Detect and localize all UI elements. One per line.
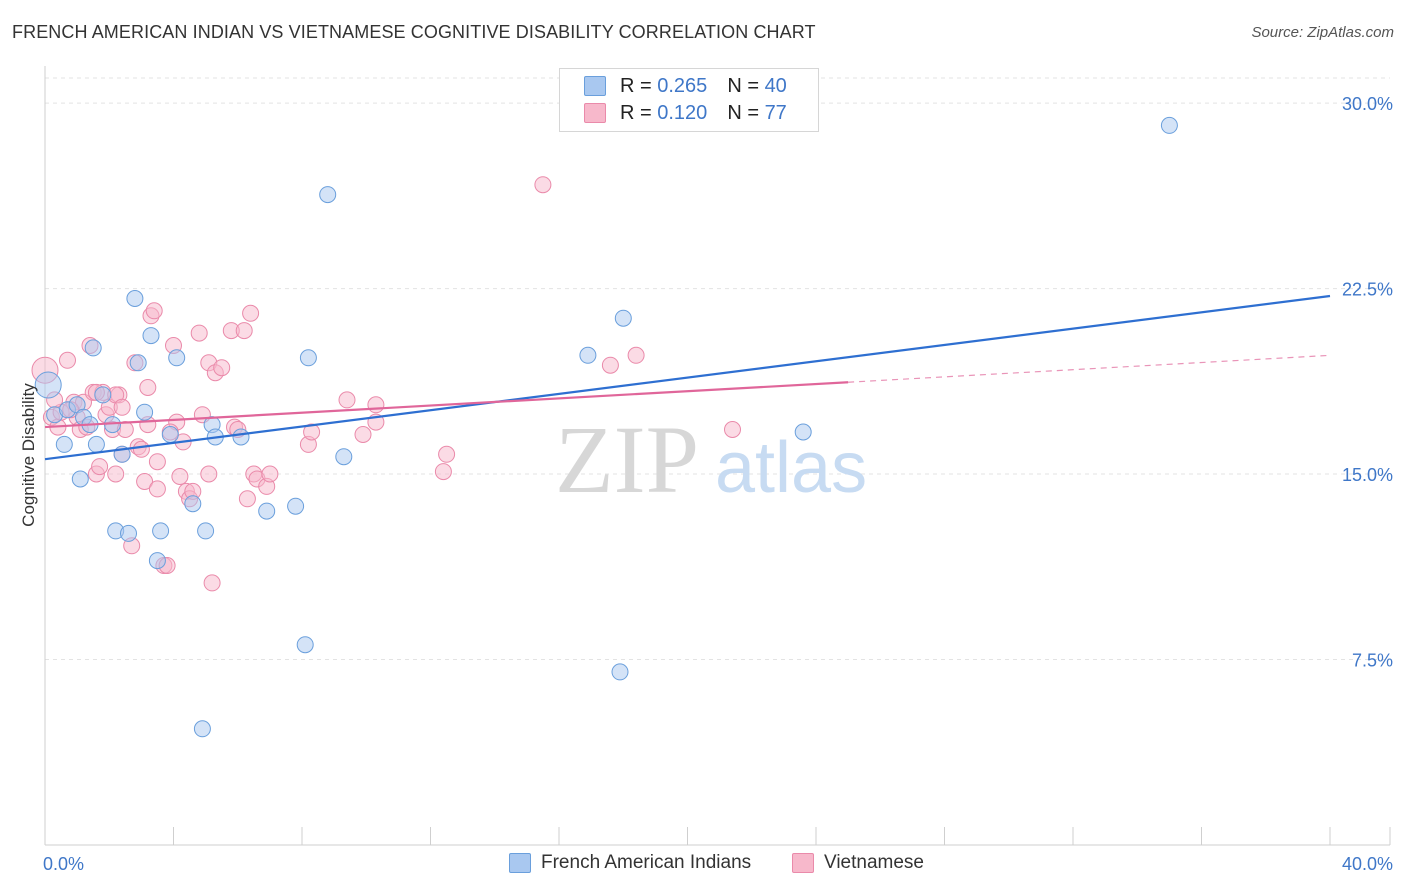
trend-lines — [44, 294, 1331, 461]
point-vietnamese — [434, 463, 452, 481]
y-tick-label: 15.0% — [1342, 465, 1393, 485]
point-vietnamese — [148, 453, 166, 471]
series-legend: French American Indians Vietnamese — [0, 852, 1406, 878]
legend-n-value: 77 — [764, 101, 787, 124]
x-tick-label: 40.0% — [1342, 854, 1393, 874]
point-vietnamese — [213, 359, 231, 377]
y-tick-label: 7.5% — [1352, 651, 1393, 671]
point-french-american-indians — [71, 470, 89, 488]
point-french-american-indians — [152, 522, 170, 540]
point-vietnamese — [601, 356, 619, 374]
axes — [44, 66, 1391, 846]
trend-line-french-american-indians — [44, 294, 1331, 461]
point-french-american-indians — [611, 663, 629, 681]
point-vietnamese — [367, 396, 385, 414]
trend-line-vietnamese-dashed — [848, 354, 1331, 383]
point-french-american-indians — [84, 339, 102, 357]
point-vietnamese — [145, 302, 163, 320]
point-vietnamese — [238, 490, 256, 508]
point-french-american-indians — [1160, 116, 1178, 134]
series-swatch-pink — [792, 853, 814, 873]
point-vietnamese — [724, 421, 741, 438]
y-tick-label: 22.5% — [1342, 280, 1393, 300]
point-vietnamese — [627, 346, 645, 364]
point-vietnamese — [136, 473, 154, 490]
legend-swatch-blue — [584, 76, 606, 96]
y-axis-label: Cognitive Disability — [19, 383, 38, 527]
gridlines — [45, 77, 1390, 661]
point-vietnamese — [132, 440, 150, 458]
point-french-american-indians — [94, 386, 112, 404]
source-label: Source: ZipAtlas.com — [1251, 24, 1394, 41]
point-vietnamese — [190, 324, 208, 342]
trend-line-vietnamese — [44, 381, 849, 429]
series-legend-label: French American Indians — [541, 852, 752, 873]
watermark-atlas: atlas — [715, 428, 867, 508]
point-vietnamese — [261, 465, 279, 483]
point-vietnamese — [203, 574, 221, 592]
point-vietnamese — [354, 426, 372, 443]
point-french-american-indians — [232, 428, 250, 446]
legend-r-label: R = — [620, 74, 652, 97]
point-vietnamese — [59, 351, 76, 369]
legend-swatch-pink — [584, 103, 606, 123]
point-vietnamese — [113, 398, 131, 416]
point-french-american-indians — [34, 371, 62, 399]
legend-r-value: 0.265 — [657, 74, 708, 97]
point-french-american-indians — [184, 495, 202, 513]
point-vietnamese — [91, 458, 109, 476]
watermark-zip: ZIP — [555, 406, 699, 513]
point-vietnamese — [235, 322, 253, 340]
legend-n-label: N = — [727, 74, 759, 97]
legend-n-label: N = — [727, 101, 759, 124]
x-tick-label: 0.0% — [43, 854, 84, 874]
series-legend-french-american-indians: French American Indians — [509, 852, 751, 874]
point-french-american-indians — [335, 448, 353, 466]
point-french-american-indians — [299, 349, 317, 367]
point-vietnamese — [107, 465, 125, 483]
point-french-american-indians — [296, 636, 314, 654]
series-legend-vietnamese: Vietnamese — [792, 852, 924, 874]
point-vietnamese — [148, 480, 166, 498]
chart-title: FRENCH AMERICAN INDIAN VS VIETNAMESE COG… — [12, 22, 816, 42]
point-french-american-indians — [287, 497, 305, 515]
point-french-american-indians — [129, 354, 147, 372]
series-swatch-blue — [509, 853, 531, 873]
point-vietnamese — [438, 445, 456, 463]
point-vietnamese — [139, 379, 157, 396]
point-french-american-indians — [579, 346, 597, 364]
legend-r-value: 0.120 — [657, 101, 708, 124]
y-tick-label: 30.0% — [1342, 94, 1393, 114]
point-french-american-indians — [258, 502, 276, 520]
point-vietnamese — [338, 391, 356, 409]
legend-n-value: 40 — [764, 74, 787, 97]
point-french-american-indians — [161, 426, 179, 443]
point-french-american-indians — [193, 720, 211, 738]
point-french-american-indians — [319, 186, 337, 204]
legend-row-french-american-indians: R = 0.265 N = 40 — [584, 73, 787, 99]
point-vietnamese — [534, 176, 552, 194]
legend-r-label: R = — [620, 101, 652, 124]
point-french-american-indians — [148, 552, 166, 570]
series-legend-label: Vietnamese — [824, 852, 924, 873]
point-vietnamese — [303, 423, 321, 441]
point-french-american-indians — [136, 403, 154, 421]
stats-legend: R = 0.265 N = 40 R = 0.120 N = 77 — [559, 68, 819, 132]
point-french-american-indians — [142, 327, 160, 345]
tick-labels: 7.5% 15.0% 22.5% 30.0% 0.0% 40.0% — [43, 94, 1393, 874]
point-french-american-indians — [168, 349, 186, 367]
point-french-american-indians — [87, 435, 105, 453]
point-vietnamese — [242, 304, 260, 322]
data-points — [31, 116, 1178, 738]
point-french-american-indians — [126, 290, 144, 307]
point-french-american-indians — [794, 423, 812, 441]
point-french-american-indians — [197, 522, 215, 540]
point-vietnamese — [200, 465, 218, 483]
point-french-american-indians — [120, 524, 137, 542]
legend-row-vietnamese: R = 0.120 N = 77 — [584, 100, 787, 126]
point-vietnamese — [171, 468, 189, 485]
point-french-american-indians — [614, 309, 632, 327]
point-french-american-indians — [55, 435, 73, 453]
